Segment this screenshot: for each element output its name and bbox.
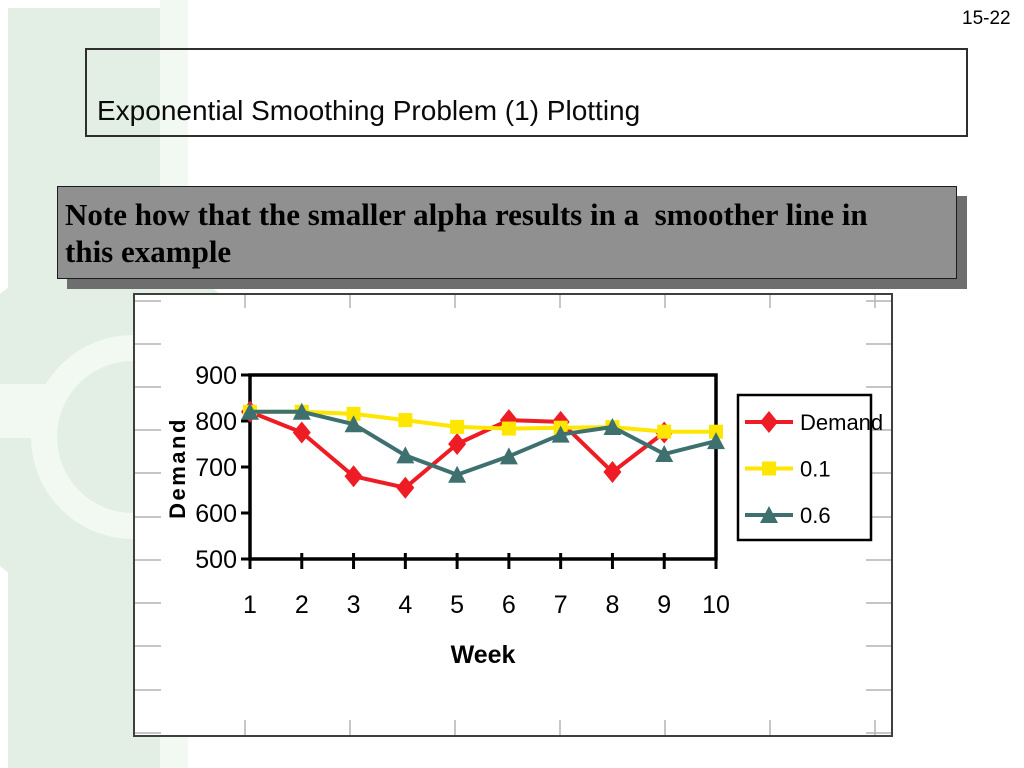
series-marker-Demand — [344, 465, 363, 488]
y-tick-label: 900 — [195, 362, 237, 390]
series-marker-0.6 — [551, 425, 570, 443]
note-callout: Note how that the smaller alpha results … — [57, 186, 957, 279]
series-marker-Demand — [292, 421, 311, 444]
legend-marker-Demand — [760, 411, 778, 433]
x-tick-label: 4 — [398, 591, 412, 619]
slide-title: Exponential Smoothing Problem (1) Plotti… — [97, 95, 641, 126]
x-tick-label: 10 — [702, 591, 730, 619]
series-marker-0.1 — [450, 419, 465, 434]
legend-label-0.1: 0.1 — [800, 457, 831, 482]
slide-page-number: 15-22 — [962, 8, 1011, 29]
x-tick-label: 5 — [450, 591, 464, 619]
legend-label-Demand: Demand — [800, 410, 883, 435]
x-axis-title: Week — [451, 641, 516, 669]
x-tick-label: 7 — [554, 591, 568, 619]
legend-marker-0.6 — [760, 506, 778, 523]
series-marker-0.6 — [241, 402, 259, 420]
background-ring-arm-shape — [0, 384, 56, 438]
series-marker-0.6 — [344, 415, 363, 433]
series-marker-0.6 — [603, 417, 622, 435]
chart-container: 900 800 700 600 500 1 2 3 4 5 6 7 8 9 10 Week Demand Dema… — [133, 293, 893, 737]
y-tick-label: 500 — [195, 546, 237, 574]
y-tick-label: 600 — [195, 500, 237, 528]
y-axis-title: Demand — [165, 417, 190, 519]
x-tick-label: 8 — [605, 591, 619, 619]
series-marker-Demand — [448, 433, 467, 455]
series-line-0.1 — [250, 409, 717, 434]
series-marker-0.6 — [499, 447, 518, 465]
x-tick-label: 3 — [347, 591, 361, 619]
series-marker-0.1 — [657, 424, 672, 439]
slide-title-box: Exponential Smoothing Problem (1) Plotti… — [85, 48, 968, 137]
series-marker-0.1 — [709, 424, 723, 439]
x-tick-label: 6 — [502, 591, 516, 619]
series-line-0.6 — [250, 409, 717, 477]
series-marker-0.6 — [448, 465, 467, 483]
series-marker-Demand — [603, 461, 622, 484]
series-marker-0.1 — [501, 421, 516, 436]
series-marker-0.6 — [292, 402, 311, 420]
series-marker-0.6 — [396, 446, 415, 464]
x-tick-label: 2 — [295, 591, 309, 619]
series-marker-0.1 — [346, 406, 361, 421]
y-tick-label: 800 — [195, 408, 237, 436]
series-marker-0.6 — [655, 445, 674, 463]
x-tick-label: 9 — [657, 591, 671, 619]
series-marker-Demand — [396, 476, 415, 499]
x-tick-label: 1 — [243, 591, 257, 619]
note-line-2: this example — [65, 234, 232, 269]
legend-label-0.6: 0.6 — [800, 503, 831, 528]
series-marker-Demand — [499, 409, 518, 432]
legend-marker-0.1 — [762, 461, 776, 476]
y-tick-label: 700 — [195, 454, 237, 482]
series-marker-0.1 — [398, 413, 413, 428]
series-marker-0.6 — [707, 432, 725, 450]
note-line-1: Note how that the smaller alpha results … — [65, 197, 868, 232]
